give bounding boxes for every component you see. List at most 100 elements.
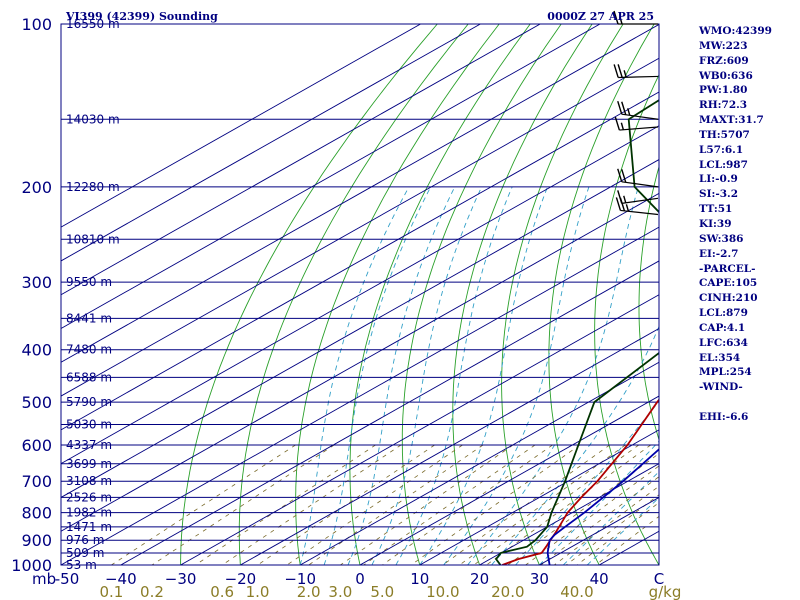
valid-time: 0000Z 27 APR 25	[547, 10, 654, 23]
isotherm	[61, 24, 481, 262]
index-item: WMO:42399	[699, 25, 772, 37]
mixing-ratio-tick-label: 40.0	[560, 583, 593, 600]
height-label: 2526 m	[66, 490, 112, 504]
isotherm	[61, 24, 601, 330]
pressure-tick-label: 600	[21, 436, 52, 455]
temperature-tick-label: 30	[530, 570, 549, 588]
height-label: 10810 m	[66, 232, 120, 246]
wind-barb	[617, 100, 659, 120]
height-label: 7480 m	[66, 343, 112, 357]
isotherm	[359, 395, 659, 565]
isotherm	[61, 57, 659, 397]
isotherm	[61, 159, 659, 498]
mixing-ratio-tick-label: 2.0	[297, 583, 321, 600]
mixing-ratio-tick-label: 20.0	[491, 583, 524, 600]
temperature-tick-label: -50	[55, 570, 80, 588]
dry-adiabat	[594, 73, 659, 565]
mixing-ratio-line	[576, 502, 659, 565]
mixing-ratio-line	[151, 444, 335, 565]
moist-adiabat	[419, 186, 548, 565]
station-title: VI399 (42399) Sounding	[65, 10, 218, 23]
height-label: 5030 m	[66, 418, 112, 432]
wind-barb	[613, 64, 659, 79]
mixing-ratio-tick-label: 0.1	[99, 583, 123, 600]
dry-adiabat	[238, 24, 469, 565]
mixing-ratio-line	[525, 465, 659, 565]
mixing-ratio-line	[565, 494, 659, 565]
index-item: SI:-3.2	[699, 188, 738, 201]
mixing-ratio-line	[111, 444, 296, 565]
index-item: CAP:4.1	[699, 321, 746, 334]
mixing-ratio-line	[554, 485, 659, 565]
index-item: TH:5707	[699, 128, 750, 141]
mixing-ratio-line	[286, 444, 463, 565]
pressure-tick-label: 1000	[11, 556, 52, 575]
dry-adiabat	[501, 24, 624, 565]
mixing-ratio-line	[340, 444, 514, 565]
height-label: 4337 m	[66, 438, 112, 452]
height-label: 12280 m	[66, 180, 120, 194]
dry-adiabat	[295, 24, 500, 565]
index-item: LI:-0.9	[699, 173, 738, 186]
height-label: 1982 m	[66, 506, 112, 520]
pressure-tick-label: 100	[21, 15, 52, 34]
moist-adiabat	[562, 471, 659, 565]
isotherm	[61, 226, 659, 565]
index-item: EHI:-6.6	[699, 410, 749, 423]
mixing-ratio-line	[195, 444, 376, 565]
mixing-ratio-tick-label: g/kg	[649, 583, 682, 600]
isotherm	[299, 361, 659, 565]
moist-adiabat	[347, 186, 456, 565]
mixing-ratio-tick-label: 5.0	[370, 583, 394, 600]
dry-adiabat	[180, 24, 438, 565]
dry-adiabat	[401, 24, 562, 565]
isotherm	[240, 327, 659, 565]
pressure-tick-label: 200	[21, 178, 52, 197]
plot-frame	[60, 23, 660, 566]
height-label: 8441 m	[66, 311, 112, 325]
parcel-line	[546, 448, 659, 565]
index-item: -PARCEL-	[699, 262, 756, 275]
mixing-ratio-tick-label: 0.6	[210, 583, 234, 600]
temperature-tick-label: 20	[470, 570, 489, 588]
index-item: SW:386	[699, 232, 744, 245]
index-item: LFC:634	[699, 336, 748, 349]
index-item: KI:39	[699, 217, 732, 230]
height-label: 6588 m	[66, 370, 112, 384]
index-item: LCL:987	[699, 158, 748, 171]
index-item: MW:223	[699, 39, 748, 52]
pressure-tick-label: 300	[21, 273, 52, 292]
temperature-tick-label: 0	[355, 570, 365, 588]
pressure-unit-label: mb	[32, 570, 56, 588]
index-item: CAPE:105	[699, 277, 758, 290]
index-item: RH:72.3	[699, 99, 748, 112]
isotherm	[180, 294, 659, 565]
pressure-tick-label: 700	[21, 472, 52, 491]
index-item: EL:354	[699, 351, 741, 364]
mixing-ratio-line	[221, 444, 402, 565]
pressure-tick-label: 800	[21, 504, 52, 523]
moist-adiabat	[323, 186, 432, 565]
wind-barb	[614, 116, 659, 131]
moist-adiabat	[371, 186, 483, 565]
mixing-ratio-tick-label: 0.2	[140, 583, 164, 600]
moist-adiabat	[586, 497, 659, 565]
index-item: FRZ:609	[699, 54, 749, 67]
moist-adiabat	[299, 186, 410, 565]
isotherm	[61, 24, 659, 363]
indices-panel: WMO:42399 MW:223 FRZ:609 WB0:636 PW:1.80 RH:7…	[699, 24, 772, 425]
isotherm	[61, 91, 659, 431]
temperature-tick-label: −20	[225, 570, 257, 588]
mixing-ratio-line	[540, 476, 659, 565]
wind-barb	[615, 197, 659, 216]
temperature-tick-label: −30	[165, 570, 197, 588]
temperature-tick-label: −10	[284, 570, 316, 588]
isotherm	[61, 24, 421, 228]
index-item: MPL:254	[699, 366, 752, 379]
isotherm	[61, 192, 659, 532]
temperature-tick-label: C	[654, 570, 664, 588]
wind-barb	[613, 10, 658, 25]
index-item: MAXT:31.7	[699, 114, 764, 127]
pressure-tick-label: 500	[21, 393, 52, 412]
